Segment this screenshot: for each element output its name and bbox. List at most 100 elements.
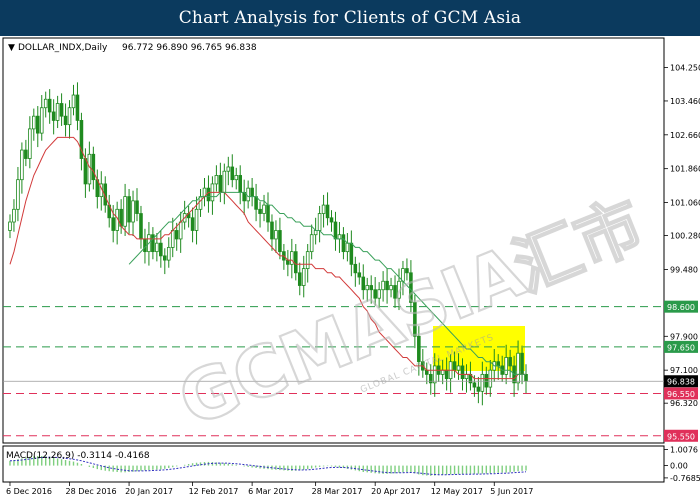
candle-body: [278, 230, 282, 253]
candle-body: [397, 280, 401, 299]
candle-body: [345, 242, 350, 253]
candle-body: [111, 217, 115, 231]
candle-body: [293, 251, 298, 274]
candle-body: [270, 221, 274, 240]
candle-body: [39, 107, 44, 134]
candle-body: [151, 234, 155, 253]
candle-body: [286, 259, 290, 265]
candle-body: [222, 170, 227, 193]
candle-body: [51, 111, 56, 121]
price-tick-label: 104.250: [670, 64, 700, 73]
candle-body: [47, 98, 52, 113]
candle-body: [143, 238, 147, 253]
candle-body: [341, 234, 346, 253]
candle-body: [389, 285, 393, 291]
candle-body: [163, 255, 167, 261]
candle-body: [55, 103, 60, 121]
date-tick-label: 12 Feb 2017: [189, 487, 239, 496]
candle-body: [333, 221, 338, 240]
candle-body: [71, 94, 76, 109]
level-label: 95.550: [667, 432, 695, 441]
date-tick-label: 12 May 2017: [431, 487, 483, 496]
ma-slow-line: [128, 191, 526, 375]
candle-body: [440, 369, 445, 375]
date-tick-label: 28 Mar 2017: [312, 487, 363, 496]
candle-body: [131, 200, 135, 223]
candle-body: [504, 357, 508, 375]
price-axis: 104.250 103.460 102.660 101.860 101.060 100.2…: [664, 64, 700, 408]
level-label-bg: [664, 340, 698, 353]
candle-body: [63, 115, 68, 126]
candle-body: [206, 187, 211, 202]
candle-body: [258, 208, 262, 214]
dropdown-triangle-icon[interactable]: ▼: [8, 43, 15, 53]
candle-body: [43, 98, 48, 109]
candle-body: [83, 158, 88, 185]
level-label-bg: [664, 429, 698, 442]
candle-body: [444, 369, 449, 380]
current-price-label-bg: [664, 375, 698, 388]
candle-body: [218, 175, 223, 193]
candle-body: [385, 280, 389, 291]
candle-body: [297, 272, 302, 286]
instrument-ohlc: 96.772 96.890 96.765 96.838: [122, 43, 257, 53]
candle-body: [428, 373, 433, 384]
candle-body: [361, 276, 366, 291]
candle-body: [424, 369, 429, 375]
candle-body: [123, 196, 127, 227]
candle-body: [250, 187, 254, 198]
level-lines: [3, 306, 664, 437]
candle-body: [309, 234, 314, 253]
price-tick-label: 102.660: [670, 131, 700, 140]
candle-body: [87, 153, 92, 185]
candle-body: [274, 230, 278, 240]
candle-body: [166, 247, 171, 261]
price-tick-label: 97.100: [670, 366, 698, 375]
candle-body: [254, 196, 258, 210]
candle-body: [413, 302, 417, 337]
candle-body: [135, 200, 139, 214]
date-tick-label: 28 Dec 2016: [66, 487, 117, 496]
candle-body: [305, 251, 310, 269]
candle-body: [290, 251, 294, 265]
candle-body: [28, 128, 32, 159]
date-tick-label: 5 Jun 2017: [490, 487, 533, 496]
candle-body: [234, 175, 239, 181]
macd-tick-label: 0.00: [670, 462, 688, 471]
candle-body: [472, 382, 477, 388]
candle-body: [496, 361, 501, 367]
candle-body: [59, 103, 64, 117]
level-label-bg: [664, 387, 698, 400]
candle-body: [417, 335, 421, 363]
candle-body: [357, 272, 362, 278]
candle-body: [476, 386, 481, 392]
macd-signal-line: [9, 456, 527, 476]
candle-body: [432, 365, 437, 384]
candle-body: [79, 120, 84, 159]
instrument-symbol: DOLLAR_INDX,Daily: [18, 43, 108, 53]
date-tick-label: 20 Apr 2017: [371, 487, 420, 496]
price-tick-label: 99.480: [670, 265, 698, 274]
candle-body: [321, 204, 326, 214]
candle-body: [369, 285, 373, 291]
candle-body: [230, 166, 235, 181]
candle-body: [67, 107, 72, 126]
candle-body: [35, 115, 40, 134]
candle-body: [16, 179, 20, 210]
candle-body: [139, 213, 143, 240]
candle-body: [381, 280, 385, 291]
level-label: 98.600: [667, 303, 695, 312]
date-tick-label: 6 Dec 2016: [6, 487, 52, 496]
candle-body: [349, 242, 354, 265]
date-tick-label: 6 Mar 2017: [248, 487, 294, 496]
candle-body: [32, 115, 36, 130]
candle-body: [313, 230, 318, 236]
candle-body: [178, 221, 183, 240]
candle-body: [91, 153, 96, 181]
price-tick-label: 103.460: [670, 97, 700, 106]
candle-body: [480, 373, 485, 392]
candle-body: [524, 373, 528, 382]
candle-body: [365, 285, 370, 291]
candle-body: [325, 204, 330, 219]
